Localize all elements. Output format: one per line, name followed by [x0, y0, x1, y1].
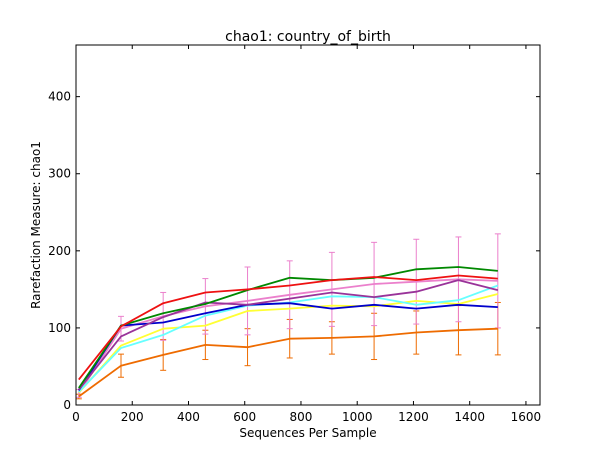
series-line-7 — [78, 266, 498, 389]
y-tick-label: 200 — [48, 244, 71, 258]
series-line-8 — [78, 274, 498, 381]
series-line-3 — [78, 293, 499, 394]
x-tick-label: 800 — [290, 410, 313, 424]
y-tick-label: 100 — [48, 321, 71, 335]
y-tick-label: 0 — [63, 398, 71, 412]
x-tick-label: 1400 — [454, 410, 485, 424]
x-axis-label: Sequences Per Sample — [239, 426, 376, 440]
axis-ticks: 0 200 400 600 800 1000 1200 1400 1600 0 100 200 300 4… — [48, 45, 541, 424]
plot-area — [76, 45, 540, 405]
plot-frame — [75, 44, 541, 406]
y-tick-label: 300 — [48, 167, 71, 181]
series-line-1 — [78, 327, 498, 398]
series-line-6 — [78, 279, 499, 391]
y-axis-label: Rarefaction Measure: chao1 — [29, 141, 43, 309]
x-tick-label: 0 — [72, 410, 80, 424]
x-tick-label: 200 — [121, 410, 144, 424]
chart-title: chao1: country_of_birth — [225, 29, 391, 45]
x-tick-label: 1000 — [342, 410, 373, 424]
x-tick-label: 400 — [177, 410, 200, 424]
x-tick-label: 1600 — [511, 410, 542, 424]
series-line-2 — [78, 278, 498, 394]
x-tick-label: 600 — [233, 410, 256, 424]
x-tick-label: 1200 — [398, 410, 429, 424]
y-tick-label: 400 — [48, 90, 71, 104]
series-lines — [78, 266, 499, 398]
